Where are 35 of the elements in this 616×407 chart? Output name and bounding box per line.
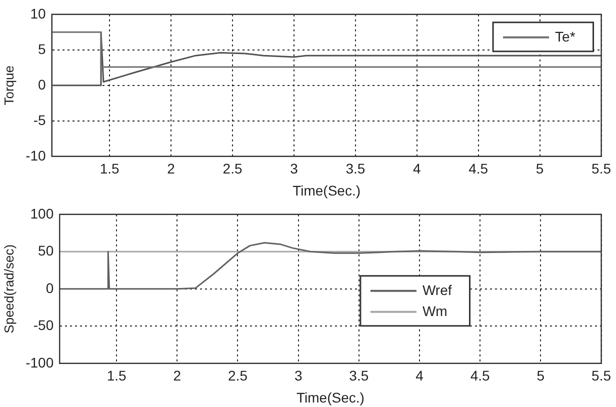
y-tick-label: 100 [30,205,54,222]
y-tick-label: 10 [30,5,46,22]
x-tick-label: 5.5 [592,368,612,384]
x-tick-label: 3.5 [346,160,366,177]
x-tick-label: 3 [294,368,302,384]
x-tick-label: 5.5 [592,160,612,177]
y-tick-label: 50 [38,242,54,259]
y-tick-label: -50 [33,317,54,334]
legend-label: Te* [555,28,576,44]
x-axis-title: Time(Sec.) [292,182,361,198]
y-tick-label: 0 [38,76,46,92]
y-tick-label: -100 [26,354,54,370]
y-axis-title: Torque [1,66,16,106]
x-tick-label: 2.5 [222,160,242,177]
x-tick-label: 1.5 [106,368,127,384]
y-tick-label: 5 [38,40,46,57]
y-tick-label: -5 [33,112,46,128]
x-tick-label: 4 [412,160,421,177]
x-tick-label: 4.5 [468,160,488,177]
x-tick-label: 4 [416,368,424,384]
x-tick-label: 3 [290,160,298,177]
x-tick-label: 5 [536,160,544,177]
y-tick-label: -10 [26,147,46,164]
x-axis-title: Time(Sec.) [296,389,364,406]
x-tick-label: 3.5 [349,368,369,384]
x-tick-label: 2.5 [228,368,248,384]
y-tick-label: 0 [46,280,54,296]
legend-label: Wref [422,282,452,298]
x-tick-label: 2 [173,368,182,384]
x-tick-label: 2 [167,160,176,177]
legend-label: Wm [422,302,448,319]
y-axis-title: Speed(rad/sec) [1,244,16,334]
x-tick-label: 4.5 [470,368,490,384]
x-tick-label: 1.5 [100,160,120,177]
x-tick-label: 5 [536,368,545,384]
